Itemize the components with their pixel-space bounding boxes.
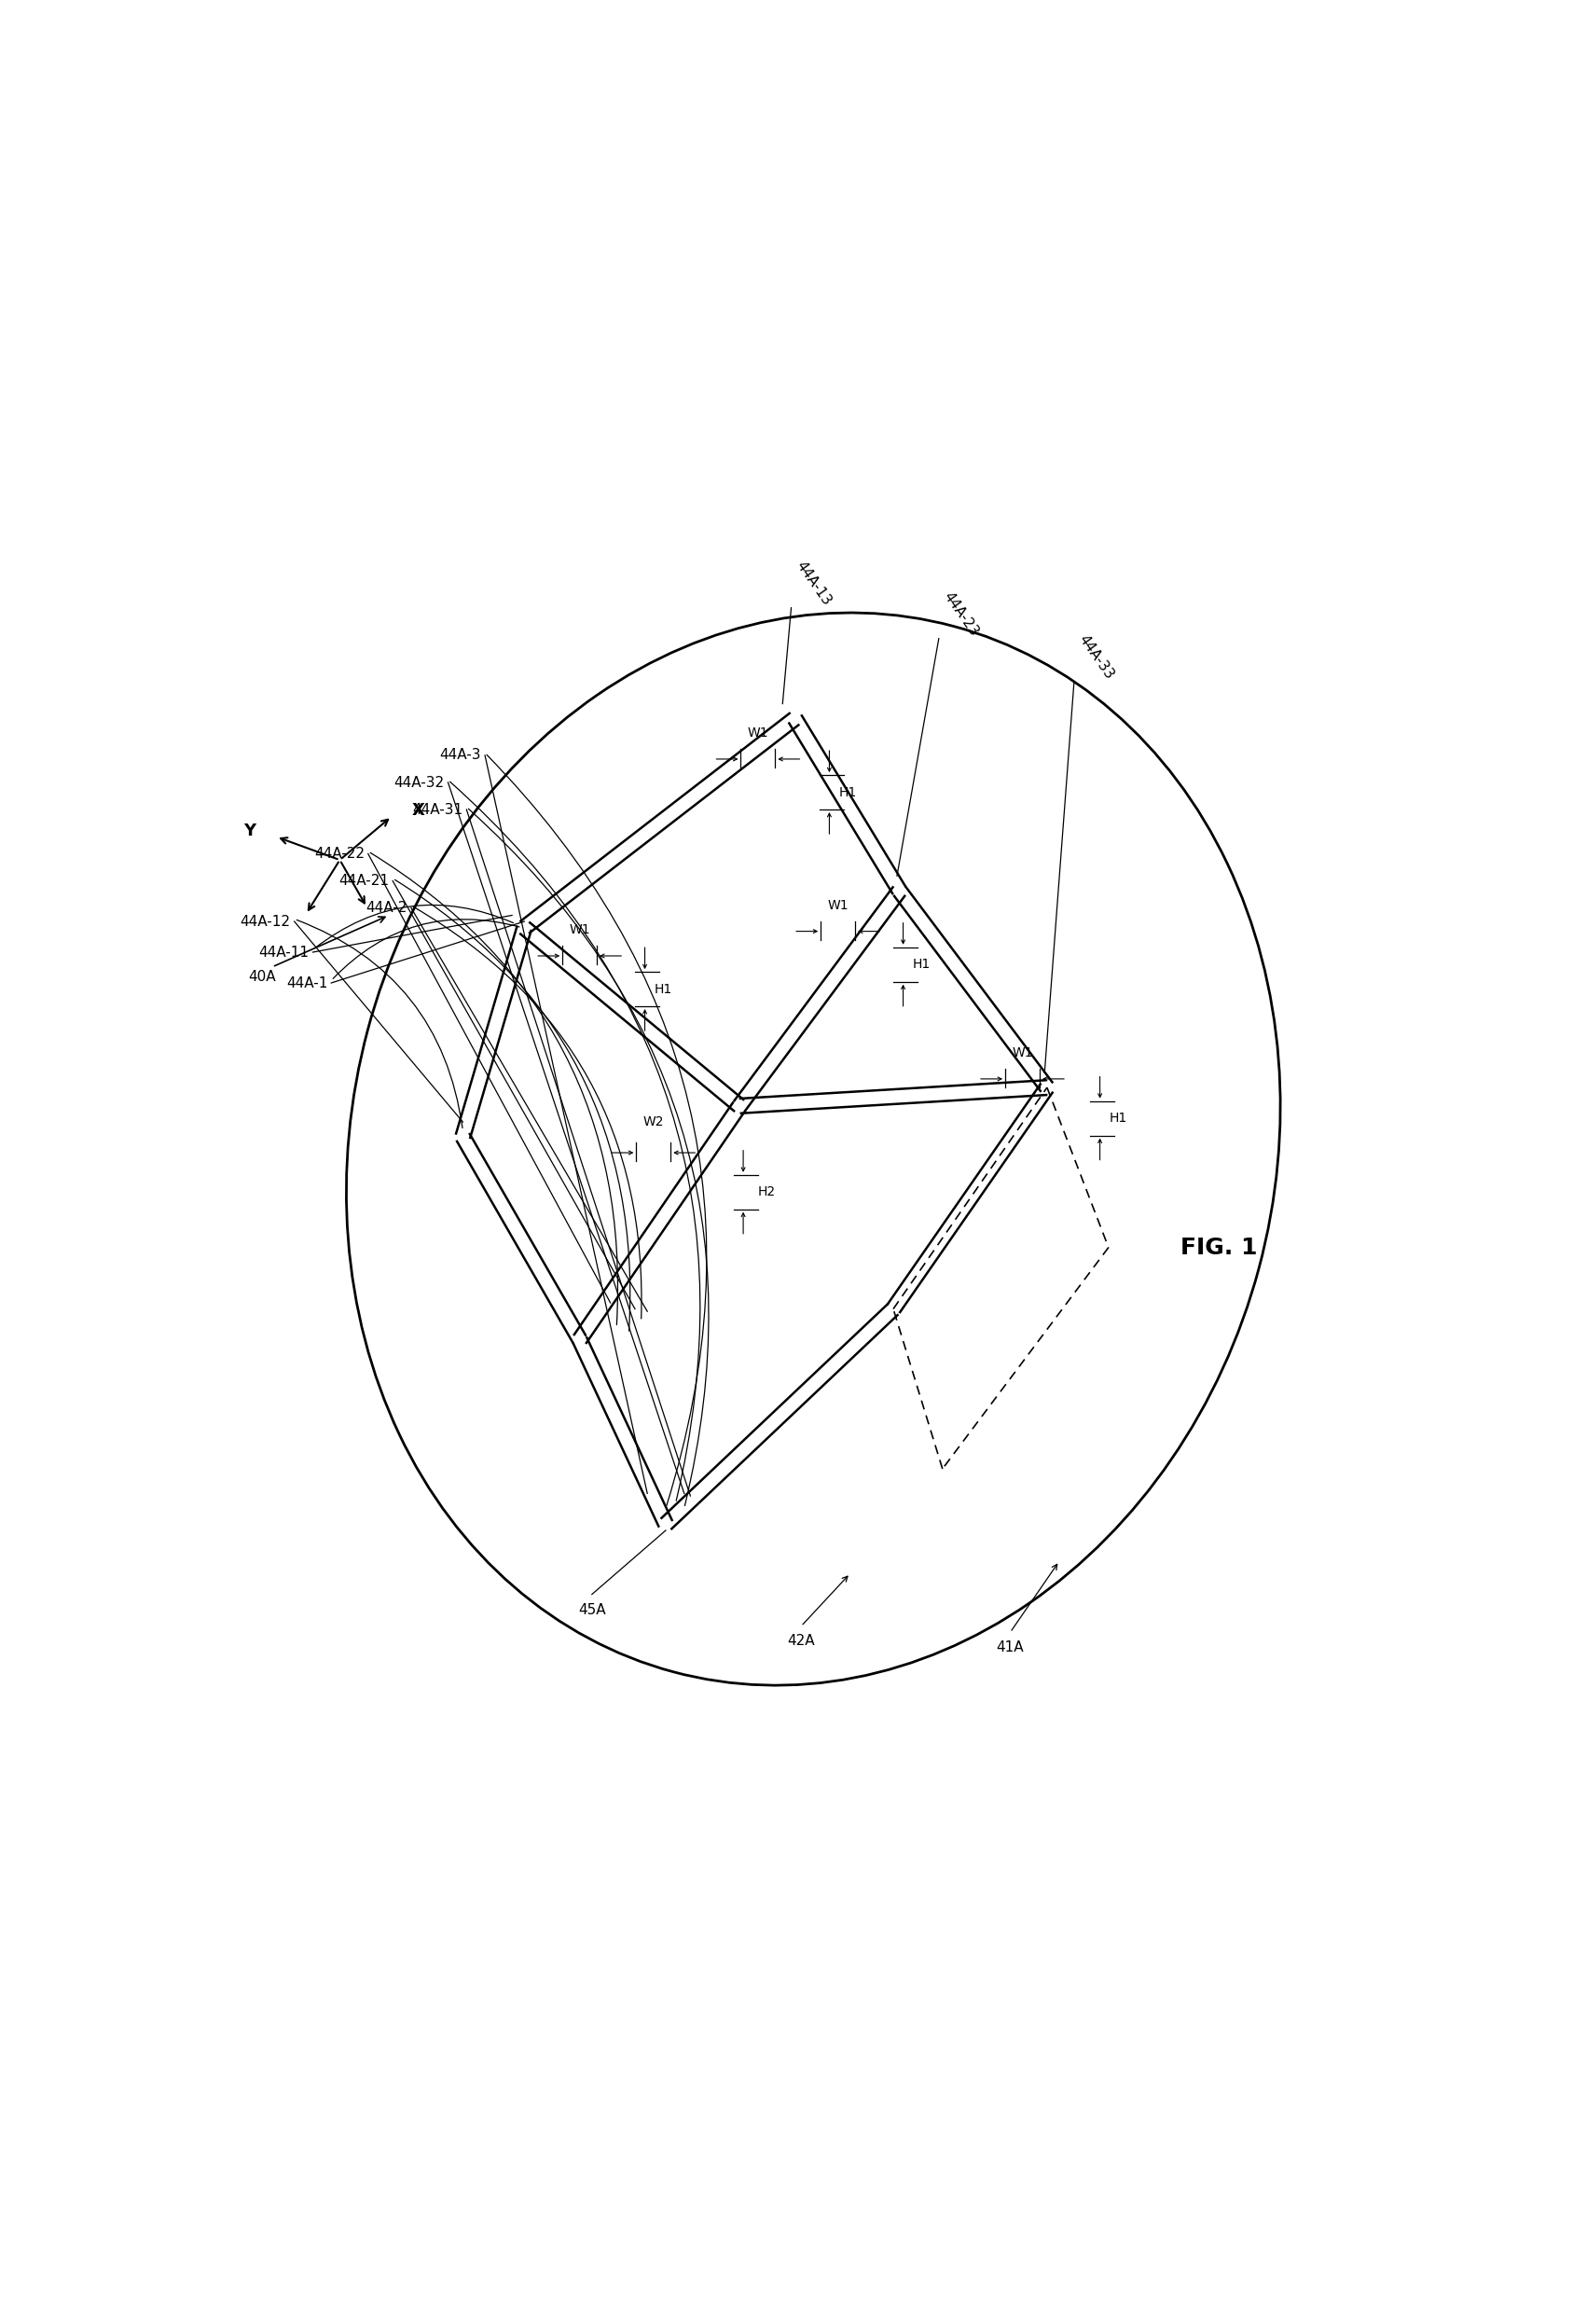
Text: 44A-11: 44A-11: [259, 946, 309, 960]
Text: 42A: 42A: [787, 1634, 814, 1648]
Text: FIG. 1: FIG. 1: [1181, 1236, 1257, 1260]
Text: W1: W1: [570, 923, 590, 937]
Text: 41A: 41A: [997, 1641, 1024, 1655]
Text: 44A-2: 44A-2: [367, 902, 408, 916]
Text: W2: W2: [643, 1116, 663, 1129]
Text: Y: Y: [243, 823, 256, 839]
Text: 44A-12: 44A-12: [240, 913, 290, 930]
Text: H1: H1: [1109, 1111, 1127, 1125]
Text: 44A-22: 44A-22: [314, 846, 365, 860]
Text: W1: W1: [747, 727, 768, 739]
Text: H1: H1: [913, 957, 930, 971]
Text: 44A-31: 44A-31: [413, 802, 463, 816]
Text: 44A-1: 44A-1: [286, 976, 327, 990]
Text: 40A: 40A: [249, 969, 276, 983]
Text: W1: W1: [1013, 1046, 1033, 1060]
Text: H2: H2: [757, 1185, 776, 1199]
Text: 44A-32: 44A-32: [394, 776, 444, 790]
Text: H1: H1: [654, 983, 673, 995]
Text: H1: H1: [840, 786, 857, 799]
Text: 44A-3: 44A-3: [440, 748, 481, 762]
Text: 44A-33: 44A-33: [1076, 632, 1117, 681]
Text: W1: W1: [827, 899, 849, 911]
Text: 44A-13: 44A-13: [794, 558, 833, 609]
Text: 44A-23: 44A-23: [941, 590, 981, 639]
Text: X: X: [413, 802, 425, 818]
Text: 45A: 45A: [578, 1604, 606, 1618]
Text: 44A-21: 44A-21: [338, 874, 389, 888]
